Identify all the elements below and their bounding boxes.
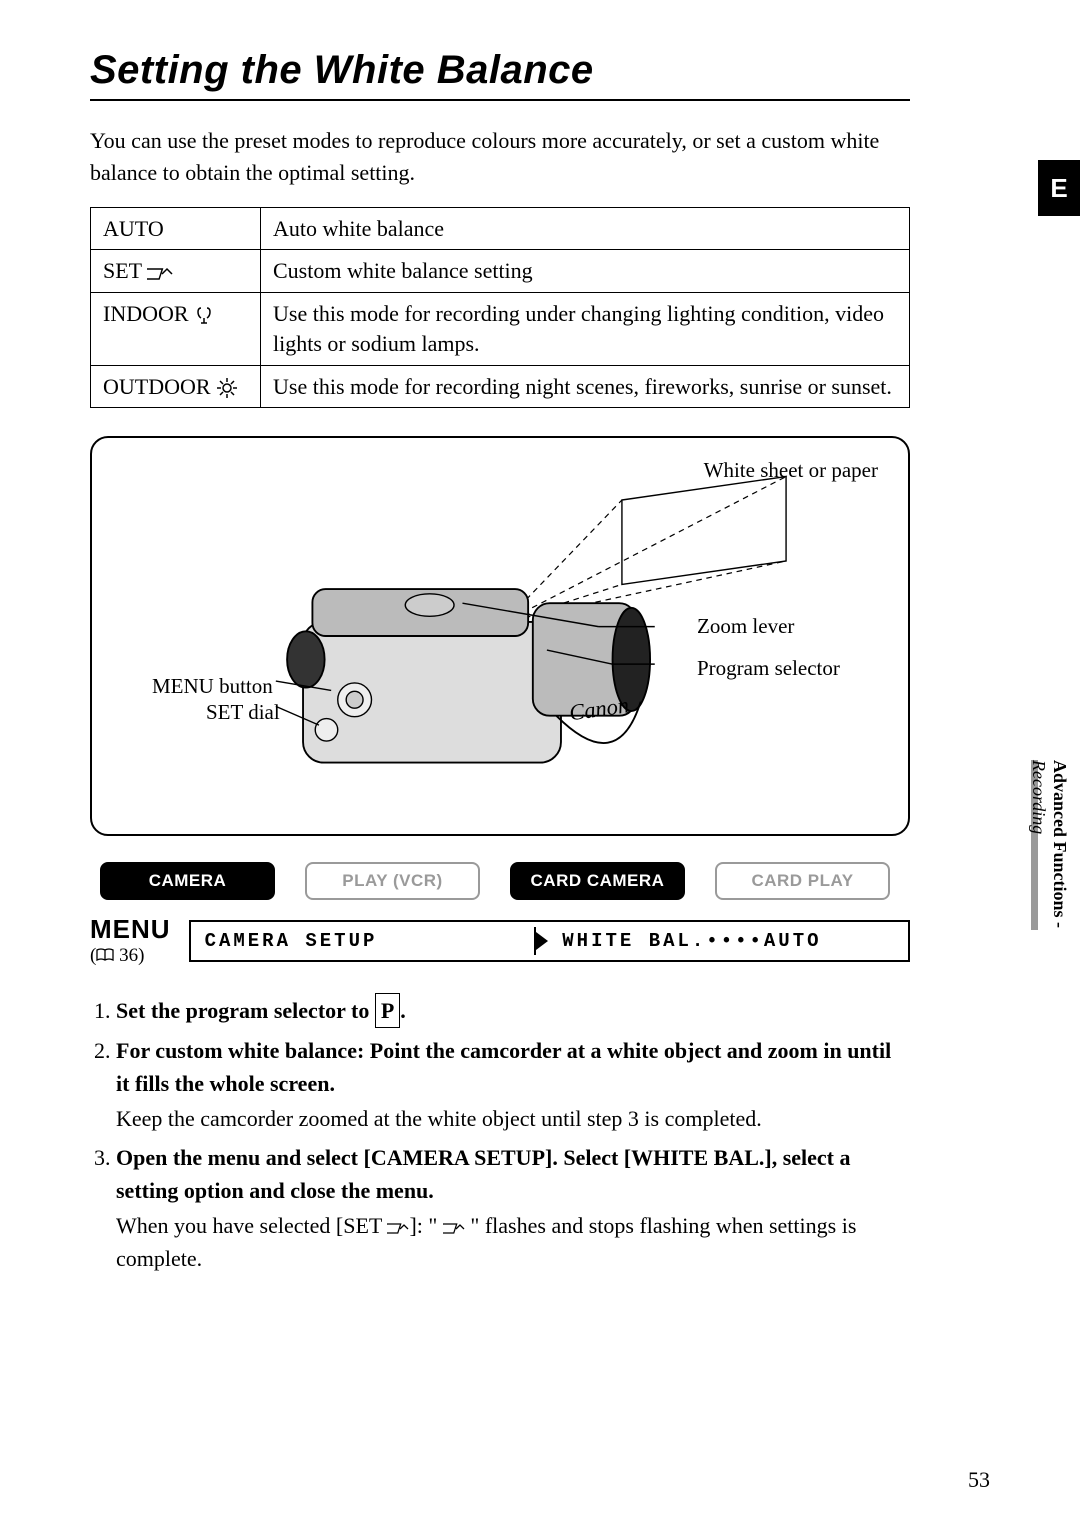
table-row: OUTDOOR Use this mode for recording nigh… <box>91 365 910 408</box>
mode-name-cell: OUTDOOR <box>91 365 261 408</box>
step3-sub-b: ]: " <box>409 1213 442 1238</box>
title-underline <box>90 99 910 101</box>
menu-ref-number: 36 <box>119 945 138 966</box>
mode-name-cell: AUTO <box>91 207 261 250</box>
mode-tab: PLAY (VCR) <box>305 862 480 900</box>
mode-tab: CARD CAMERA <box>510 862 685 900</box>
menu-arrow-icon <box>536 932 548 950</box>
step2-sub: Keep the camcorder zoomed at the white o… <box>116 1102 910 1135</box>
intro-text: You can use the preset modes to reproduc… <box>90 125 910 189</box>
step-1: Set the program selector to P. <box>116 993 910 1028</box>
menu-path-right: WHITE BAL.••••AUTO <box>562 930 894 952</box>
modes-table: AUTOAuto white balanceSET Custom white b… <box>90 207 910 408</box>
step1-text-a: Set the program selector to <box>116 998 375 1023</box>
label-menu-button: MENU button <box>152 674 273 699</box>
menu-page-ref: ( 36) <box>90 945 171 967</box>
page-title: Setting the White Balance <box>90 48 910 93</box>
steps-list: Set the program selector to P. For custo… <box>90 993 910 1275</box>
step1-text-c: . <box>400 998 406 1023</box>
step-3: Open the menu and select [CAMERA SETUP].… <box>116 1141 910 1275</box>
step3-sub: When you have selected [SET ]: " " flash… <box>116 1209 910 1275</box>
mode-name-cell: INDOOR <box>91 293 261 365</box>
mode-desc-cell: Use this mode for recording under changi… <box>261 293 910 365</box>
mode-tab: CARD PLAY <box>715 862 890 900</box>
side-section-bold: Advanced Functions - <box>1050 760 1070 928</box>
menu-path-box: CAMERA SETUP WHITE BAL.••••AUTO <box>189 920 910 962</box>
mode-name-cell: SET <box>91 250 261 293</box>
menu-label: MENU <box>90 914 171 945</box>
step2-head: For custom white balance: Point the camc… <box>116 1038 891 1096</box>
book-icon <box>96 948 114 962</box>
label-set-dial: SET dial <box>206 700 280 725</box>
step3-head: Open the menu and select [CAMERA SETUP].… <box>116 1145 851 1203</box>
page-number: 53 <box>968 1467 990 1493</box>
side-section-ital: Recording <box>1029 760 1049 834</box>
set-wb-icon <box>443 1220 465 1234</box>
label-zoom-lever: Zoom lever <box>697 614 794 639</box>
program-selector-p-icon: P <box>375 993 400 1028</box>
set-wb-icon <box>387 1220 409 1234</box>
step-2: For custom white balance: Point the camc… <box>116 1034 910 1135</box>
mode-desc-cell: Use this mode for recording night scenes… <box>261 365 910 408</box>
step3-sub-a: When you have selected [SET <box>116 1213 387 1238</box>
mode-desc-cell: Auto white balance <box>261 207 910 250</box>
set-icon <box>142 258 174 283</box>
table-row: SET Custom white balance setting <box>91 250 910 293</box>
menu-path-left: CAMERA SETUP <box>205 930 537 952</box>
mode-tabs-row: CAMERA PLAY (VCR) CARD CAMERA CARD PLAY <box>90 862 910 900</box>
language-tab: E <box>1038 160 1080 216</box>
table-row: AUTOAuto white balance <box>91 207 910 250</box>
outdoor-icon <box>211 374 239 399</box>
label-program-selector: Program selector <box>697 656 840 681</box>
menu-row: MENU ( 36) CAMERA SETUP WHITE BAL.••••AU… <box>90 914 910 967</box>
label-white-sheet: White sheet or paper <box>704 458 878 483</box>
mode-desc-cell: Custom white balance setting <box>261 250 910 293</box>
side-section-label: Advanced Functions - Recording <box>1028 760 1070 928</box>
camera-diagram: Canon White sheet or paper Zoom lever Pr… <box>90 436 910 836</box>
indoor-icon <box>189 301 215 326</box>
table-row: INDOOR Use this mode for recording under… <box>91 293 910 365</box>
mode-tab: CAMERA <box>100 862 275 900</box>
